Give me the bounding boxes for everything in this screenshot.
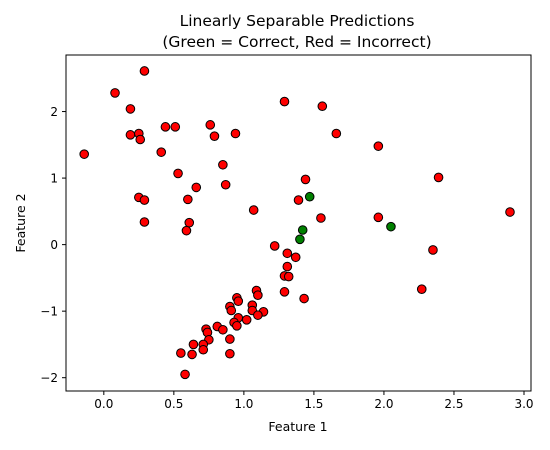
y-tick-label: −2 [40, 371, 58, 385]
point-incorrect [373, 212, 384, 223]
point-incorrect [181, 225, 192, 236]
point-incorrect [198, 344, 209, 355]
point-incorrect [331, 128, 342, 139]
point-incorrect [282, 248, 293, 259]
x-tick-label: 1.0 [234, 397, 253, 411]
point-incorrect [241, 315, 252, 325]
point-incorrect [290, 252, 301, 263]
point-incorrect [416, 284, 427, 295]
chart-title-line2: (Green = Correct, Red = Incorrect) [162, 33, 431, 51]
point-incorrect [283, 271, 294, 282]
point-correct [295, 234, 305, 245]
point-incorrect [279, 287, 290, 297]
point-incorrect [125, 130, 136, 140]
point-incorrect [230, 128, 241, 139]
point-incorrect [187, 349, 197, 360]
point-incorrect [209, 131, 220, 141]
x-tick-label: 1.5 [304, 397, 323, 411]
point-incorrect [191, 182, 202, 193]
point-incorrect [225, 334, 235, 344]
point-incorrect [160, 122, 171, 132]
point-incorrect [232, 321, 242, 331]
x-tick-label: 3.0 [514, 397, 533, 411]
x-tick-label: 0.5 [164, 397, 183, 411]
y-tick-label: −1 [40, 304, 58, 318]
point-incorrect [299, 293, 309, 304]
point-incorrect [110, 88, 120, 98]
point-incorrect [125, 104, 136, 114]
x-tick-label: 2.0 [374, 397, 393, 411]
y-tick-label: 1 [50, 171, 58, 185]
point-incorrect [170, 122, 181, 132]
chart-title-line1: Linearly Separable Predictions [180, 12, 415, 30]
x-tick-label: 0.0 [94, 397, 113, 411]
point-incorrect [293, 195, 304, 205]
point-correct [304, 191, 315, 202]
point-incorrect [183, 194, 193, 205]
point-incorrect [248, 205, 259, 215]
point-incorrect [184, 217, 195, 228]
x-axis-label: Feature 1 [268, 419, 327, 434]
point-incorrect [300, 174, 311, 185]
point-incorrect [135, 134, 146, 145]
plot-area-frame [65, 54, 532, 392]
point-incorrect [233, 296, 244, 306]
point-incorrect [253, 310, 263, 320]
point-incorrect [188, 339, 199, 350]
point-incorrect [218, 324, 228, 335]
data-points [79, 66, 515, 380]
point-incorrect [173, 168, 183, 179]
point-incorrect [220, 179, 231, 190]
point-incorrect [269, 241, 280, 251]
point-incorrect [505, 207, 515, 217]
point-incorrect [253, 290, 263, 300]
y-axis-label: Feature 2 [13, 193, 28, 252]
point-incorrect [279, 96, 290, 107]
point-incorrect [317, 101, 328, 112]
point-incorrect [316, 213, 326, 223]
point-incorrect [226, 305, 237, 316]
point-incorrect [373, 141, 384, 151]
point-incorrect [139, 66, 150, 76]
point-incorrect [428, 245, 438, 255]
y-axis-ticks: −2 −1 0 1 2 [40, 105, 66, 385]
point-incorrect [79, 149, 90, 159]
point-incorrect [156, 147, 167, 157]
y-tick-label: 0 [50, 238, 58, 252]
y-tick-label: 2 [50, 105, 58, 119]
point-correct [386, 221, 396, 232]
point-incorrect [139, 217, 150, 227]
point-incorrect [180, 369, 190, 380]
point-incorrect [205, 120, 216, 130]
point-incorrect [218, 159, 228, 170]
point-incorrect [282, 261, 293, 272]
x-tick-label: 2.5 [444, 397, 463, 411]
point-correct [297, 225, 308, 235]
point-incorrect [139, 195, 150, 205]
point-incorrect [176, 348, 186, 358]
x-axis-ticks: 0.0 0.5 1.0 1.5 2.0 2.5 3.0 [94, 391, 534, 411]
point-incorrect [433, 172, 444, 183]
point-incorrect [225, 348, 235, 359]
